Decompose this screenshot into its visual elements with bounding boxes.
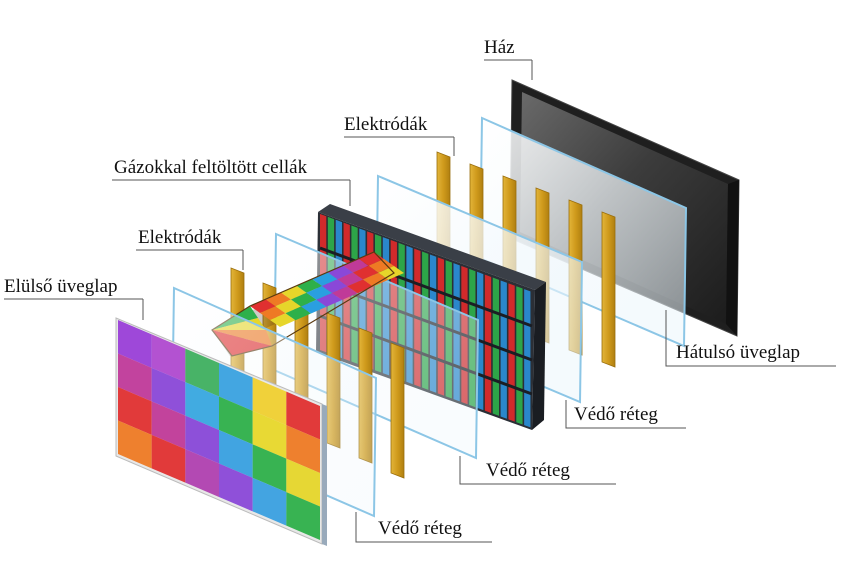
arrow-tile <box>281 285 307 300</box>
color-cell <box>151 434 186 483</box>
color-cell <box>118 387 152 435</box>
color-cell <box>185 348 219 397</box>
color-cell <box>118 420 152 469</box>
arrow-tile <box>332 286 358 300</box>
arrow-tile <box>260 306 286 320</box>
color-cell <box>252 410 287 459</box>
arrow-tile <box>301 299 327 314</box>
arrow-tile <box>347 279 373 294</box>
arrow-tile <box>285 306 311 321</box>
arrow-tile <box>368 259 394 273</box>
color-cell <box>286 425 320 473</box>
arrow-tile <box>322 279 348 293</box>
color-cell <box>151 334 186 383</box>
arrow-tile <box>343 258 369 273</box>
color-cell <box>252 477 287 526</box>
color-cell <box>286 458 320 507</box>
label-protective-layer-back: Védő réteg <box>574 404 658 425</box>
arrow-tile <box>296 279 322 293</box>
color-cell <box>219 363 253 411</box>
label-front-glass-plate: Elülső üveglap <box>4 276 118 297</box>
color-cell <box>219 396 253 445</box>
arrow-tile <box>327 265 353 280</box>
color-cell <box>252 444 287 493</box>
arrow-tile <box>363 272 389 287</box>
label-protective-layer-middle: Védő réteg <box>486 460 570 481</box>
electrode-bar <box>601 211 616 368</box>
arrow-tile <box>265 292 291 307</box>
label-gas-filled-cells: Gázokkal feltöltött cellák <box>114 157 308 178</box>
color-cell <box>185 449 219 497</box>
color-cell <box>118 353 152 402</box>
arrow-tile <box>316 293 342 307</box>
arrow-tile <box>270 313 296 327</box>
electrode-bar <box>390 342 405 479</box>
color-cell <box>118 320 152 368</box>
label-housing: Ház <box>484 37 515 58</box>
color-cell <box>286 391 320 440</box>
label-protective-layer-front: Védő réteg <box>378 518 462 539</box>
label-back-glass-plate: Hátulsó üveglap <box>676 342 801 363</box>
arrow-tile <box>250 299 276 313</box>
color-cell <box>286 492 320 540</box>
color-cell <box>219 430 253 478</box>
front-glass-plate <box>115 317 327 546</box>
color-cell <box>219 463 253 512</box>
arrow-tile <box>353 265 379 280</box>
color-cell <box>252 377 287 426</box>
leader-lines <box>4 59 836 543</box>
arrow-tile <box>306 286 332 300</box>
arrow-tile <box>337 272 363 287</box>
arrow-tile <box>378 266 404 280</box>
arrow-tile <box>291 292 317 307</box>
color-cell <box>185 382 219 430</box>
color-cell <box>151 367 186 416</box>
color-cell <box>151 401 186 450</box>
color-cell <box>185 415 219 464</box>
arrow-tile <box>275 299 301 314</box>
label-back-electrodes: Elektródák <box>344 114 428 135</box>
arrow-tile <box>312 272 338 286</box>
label-front-electrodes: Elektródák <box>138 227 222 248</box>
